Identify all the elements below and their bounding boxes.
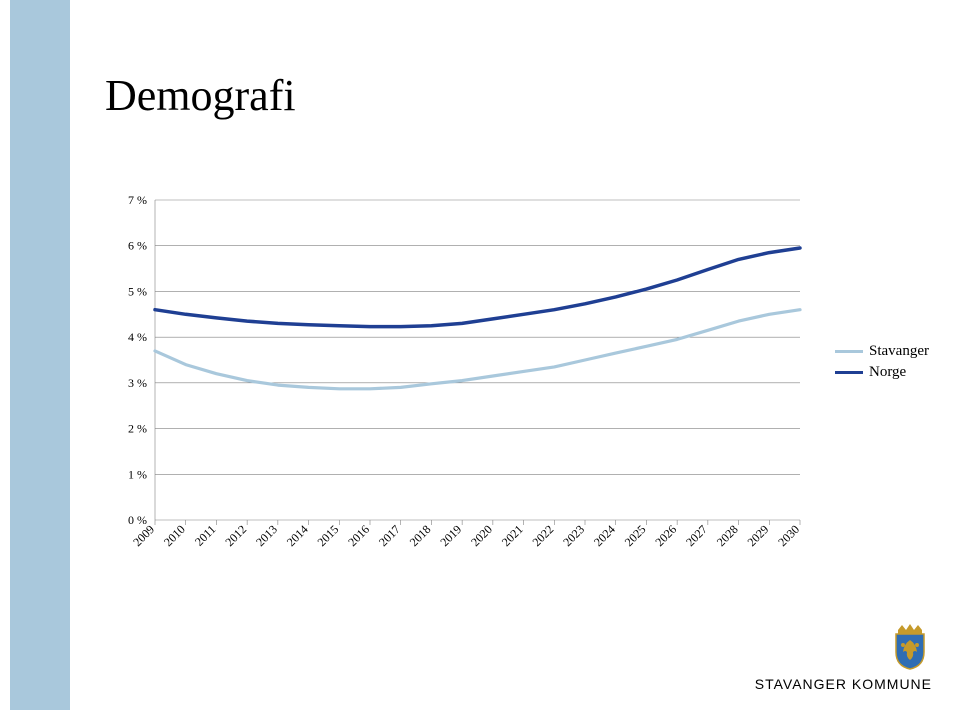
demography-chart: 0 %1 %2 %3 %4 %5 %6 %7 %2009201020112012… <box>100 190 820 570</box>
svg-text:2018: 2018 <box>407 522 434 549</box>
chart-svg: 0 %1 %2 %3 %4 %5 %6 %7 %2009201020112012… <box>100 190 820 570</box>
svg-text:1 %: 1 % <box>128 467 147 481</box>
svg-text:2023: 2023 <box>560 522 587 549</box>
svg-text:4 %: 4 % <box>128 330 147 344</box>
svg-text:2013: 2013 <box>253 522 280 549</box>
svg-text:3 %: 3 % <box>128 376 147 390</box>
svg-text:2026: 2026 <box>652 522 679 549</box>
footer: STAVANGER KOMMUNE <box>755 622 932 692</box>
svg-text:2016: 2016 <box>345 522 372 549</box>
legend-label: Stavanger <box>869 343 929 360</box>
legend-item: Stavanger <box>835 343 929 360</box>
svg-text:2021: 2021 <box>499 522 526 549</box>
legend-swatch <box>835 350 863 353</box>
legend-label: Norge <box>869 364 906 381</box>
chart-legend: Stavanger Norge <box>835 343 929 385</box>
svg-text:2024: 2024 <box>591 522 618 549</box>
legend-item: Norge <box>835 364 929 381</box>
svg-text:2025: 2025 <box>622 522 649 549</box>
svg-text:7 %: 7 % <box>128 193 147 207</box>
svg-text:2010: 2010 <box>161 522 188 549</box>
svg-text:2019: 2019 <box>437 522 464 549</box>
svg-text:2020: 2020 <box>468 522 495 549</box>
svg-text:2 %: 2 % <box>128 422 147 436</box>
side-stripe <box>10 0 70 710</box>
svg-text:2015: 2015 <box>315 522 342 549</box>
svg-text:2012: 2012 <box>222 522 249 549</box>
legend-swatch <box>835 371 863 374</box>
slide: Demografi 0 %1 %2 %3 %4 %5 %6 %7 %200920… <box>0 0 960 710</box>
svg-text:2028: 2028 <box>714 522 741 549</box>
svg-text:2029: 2029 <box>745 522 772 549</box>
svg-text:6 %: 6 % <box>128 239 147 253</box>
svg-text:2022: 2022 <box>530 522 557 549</box>
page-title: Demografi <box>105 70 296 121</box>
svg-text:2011: 2011 <box>192 522 219 549</box>
svg-text:2017: 2017 <box>376 522 403 549</box>
stavanger-crest-icon <box>888 622 932 670</box>
svg-text:2030: 2030 <box>775 522 802 549</box>
svg-text:5 %: 5 % <box>128 284 147 298</box>
footer-org-name: STAVANGER KOMMUNE <box>755 676 932 692</box>
svg-text:2027: 2027 <box>683 522 710 549</box>
svg-text:2014: 2014 <box>284 522 311 549</box>
